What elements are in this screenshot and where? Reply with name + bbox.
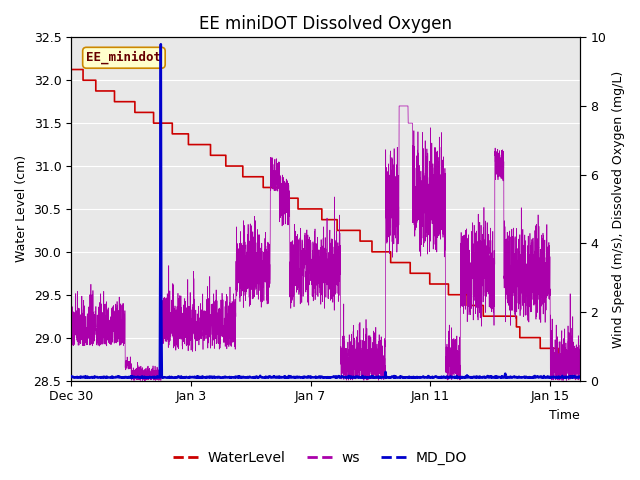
Text: EE_minidot: EE_minidot <box>86 51 161 64</box>
X-axis label: Time: Time <box>549 409 580 422</box>
Y-axis label: Water Level (cm): Water Level (cm) <box>15 156 28 263</box>
Legend: WaterLevel, ws, MD_DO: WaterLevel, ws, MD_DO <box>168 445 472 471</box>
Y-axis label: Wind Speed (m/s), Dissolved Oxygen (mg/L): Wind Speed (m/s), Dissolved Oxygen (mg/L… <box>612 70 625 348</box>
Title: EE miniDOT Dissolved Oxygen: EE miniDOT Dissolved Oxygen <box>199 15 452 33</box>
